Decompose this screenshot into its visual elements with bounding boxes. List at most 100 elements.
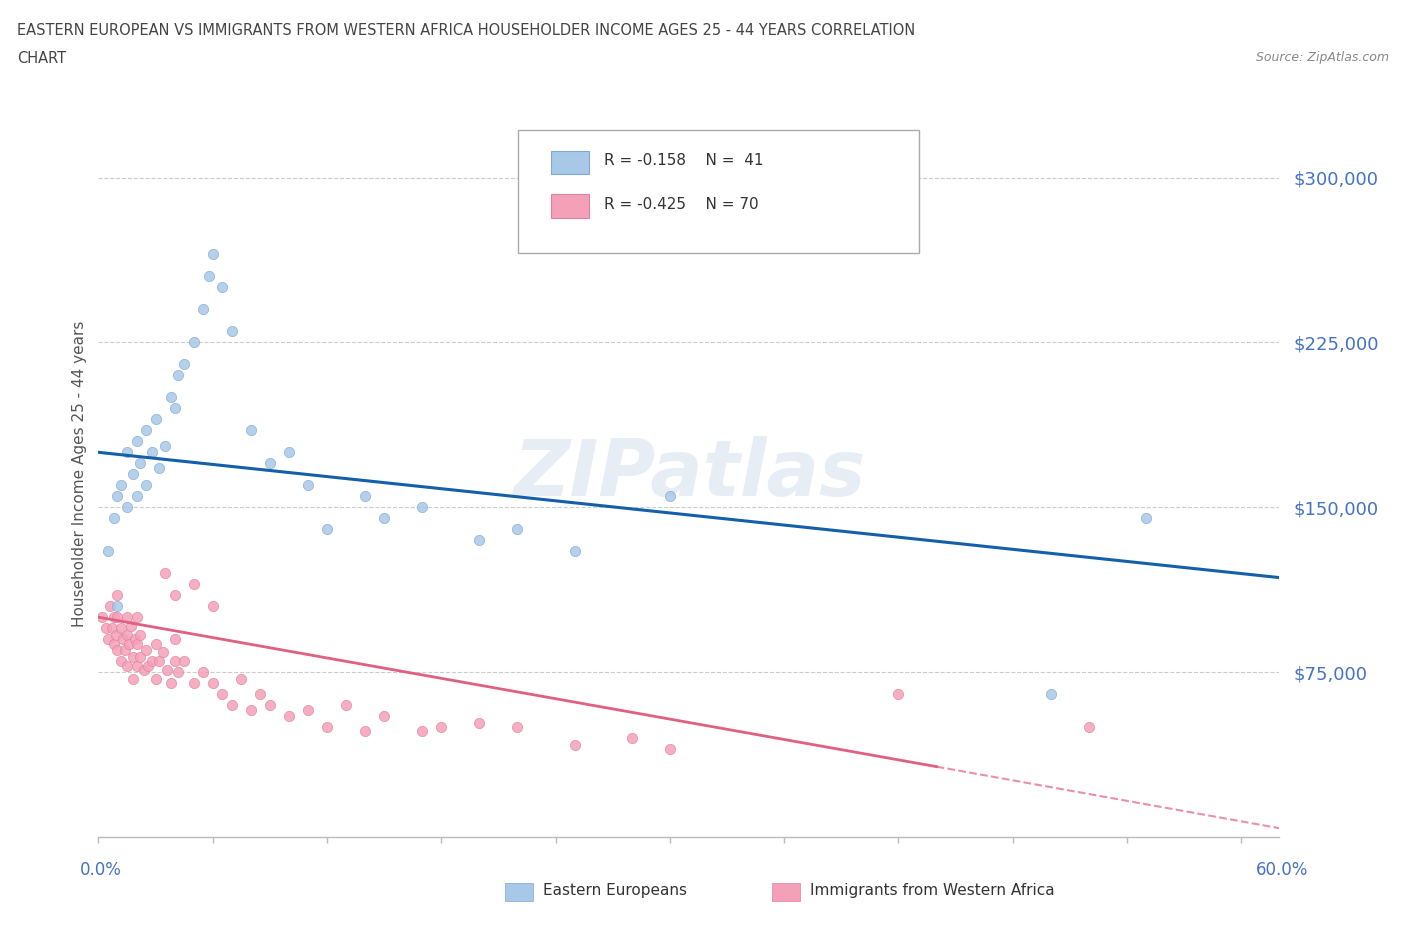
Point	[135, 643, 157, 658]
Point	[152, 644, 174, 659]
Point	[107, 643, 129, 658]
Point	[115, 658, 138, 673]
Point	[506, 720, 529, 735]
Point	[297, 478, 319, 493]
Point	[110, 654, 132, 669]
Point	[430, 720, 453, 735]
Point	[153, 438, 176, 453]
Point	[145, 412, 167, 427]
Point	[141, 445, 163, 459]
Point	[153, 565, 176, 580]
Point	[159, 390, 181, 405]
Point	[134, 662, 156, 677]
Point	[277, 709, 299, 724]
Point	[103, 511, 125, 525]
Point	[163, 401, 186, 416]
Point	[125, 658, 148, 673]
Point	[104, 628, 127, 643]
Point	[148, 654, 170, 669]
Point	[125, 434, 148, 449]
Point	[121, 649, 143, 664]
Point	[118, 636, 141, 651]
Point	[98, 599, 121, 614]
Text: R = -0.158    N =  41: R = -0.158 N = 41	[605, 153, 763, 168]
Point	[107, 489, 129, 504]
Y-axis label: Householder Income Ages 25 - 44 years: Householder Income Ages 25 - 44 years	[72, 321, 87, 628]
Text: Source: ZipAtlas.com: Source: ZipAtlas.com	[1256, 51, 1389, 64]
Text: Eastern Europeans: Eastern Europeans	[543, 884, 686, 898]
Point	[1039, 686, 1062, 701]
Point	[163, 631, 186, 646]
Point	[97, 544, 120, 559]
Point	[115, 445, 138, 459]
Point	[129, 628, 152, 643]
Point	[277, 445, 299, 459]
Point	[297, 702, 319, 717]
Point	[249, 686, 271, 701]
Point	[124, 631, 146, 646]
Point	[107, 588, 129, 603]
Point	[120, 618, 142, 633]
Point	[211, 280, 233, 295]
Point	[183, 577, 205, 591]
Point	[148, 460, 170, 475]
Point	[221, 698, 243, 712]
Point	[231, 671, 253, 686]
Point	[115, 499, 138, 514]
Point	[354, 724, 377, 739]
Point	[125, 636, 148, 651]
Point	[91, 610, 114, 625]
Point	[221, 324, 243, 339]
Point	[115, 628, 138, 643]
Point	[107, 610, 129, 625]
Point	[145, 636, 167, 651]
Point	[198, 269, 221, 284]
Text: R = -0.425    N = 70: R = -0.425 N = 70	[605, 197, 758, 212]
Point	[259, 456, 281, 471]
Point	[239, 702, 262, 717]
Point	[1135, 511, 1157, 525]
FancyBboxPatch shape	[517, 130, 920, 253]
Point	[506, 522, 529, 537]
Point	[658, 489, 681, 504]
Point	[468, 533, 491, 548]
Point	[159, 676, 181, 691]
Text: CHART: CHART	[17, 51, 66, 66]
Point	[316, 720, 339, 735]
Point	[145, 671, 167, 686]
Point	[201, 247, 224, 262]
Point	[110, 620, 132, 635]
Point	[129, 456, 152, 471]
Point	[100, 620, 122, 635]
Point	[121, 467, 143, 482]
Point	[129, 649, 152, 664]
Point	[468, 715, 491, 730]
Point	[173, 357, 195, 372]
Point	[103, 636, 125, 651]
Point	[112, 631, 135, 646]
Point	[193, 665, 215, 680]
Text: Immigrants from Western Africa: Immigrants from Western Africa	[810, 884, 1054, 898]
Point	[1078, 720, 1101, 735]
Point	[183, 335, 205, 350]
Point	[887, 686, 910, 701]
Point	[239, 423, 262, 438]
Point	[97, 631, 120, 646]
Point	[125, 489, 148, 504]
Text: EASTERN EUROPEAN VS IMMIGRANTS FROM WESTERN AFRICA HOUSEHOLDER INCOME AGES 25 - : EASTERN EUROPEAN VS IMMIGRANTS FROM WEST…	[17, 23, 915, 38]
Point	[125, 610, 148, 625]
Point	[658, 741, 681, 756]
Point	[620, 731, 643, 746]
Point	[136, 658, 159, 673]
Point	[156, 662, 179, 677]
Point	[193, 302, 215, 317]
Point	[121, 671, 143, 686]
Point	[163, 654, 186, 669]
FancyBboxPatch shape	[551, 194, 589, 218]
FancyBboxPatch shape	[551, 151, 589, 174]
Point	[259, 698, 281, 712]
Point	[564, 737, 586, 752]
Point	[110, 478, 132, 493]
Point	[316, 522, 339, 537]
Point	[135, 423, 157, 438]
